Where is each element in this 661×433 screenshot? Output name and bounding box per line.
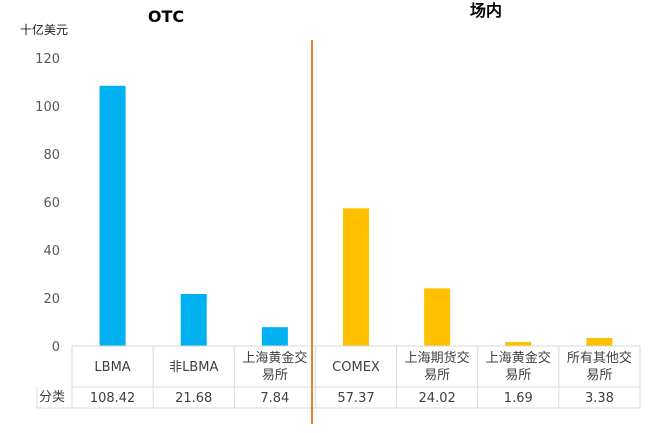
category-label: 上海黄金交 xyxy=(242,350,307,366)
category-label: 上海期货交 xyxy=(405,350,470,366)
value-label: 21.68 xyxy=(175,391,212,406)
value-label: 57.37 xyxy=(337,391,374,406)
bars xyxy=(99,85,613,347)
value-label: 7.84 xyxy=(260,391,289,406)
bar xyxy=(261,327,288,346)
exchange-group-title: 场内 xyxy=(470,1,502,20)
value-label: 24.02 xyxy=(419,391,456,406)
y-tick-label: 120 xyxy=(35,52,60,67)
y-tick-label: 20 xyxy=(43,292,60,307)
value-label: 108.42 xyxy=(90,391,136,406)
y-tick-label: 40 xyxy=(43,244,60,259)
otc-group-title: OTC xyxy=(148,7,184,26)
bar xyxy=(343,208,369,346)
category-label: COMEX xyxy=(332,360,380,375)
y-tick-label: 80 xyxy=(43,148,60,163)
category-label: 易所 xyxy=(262,368,288,383)
value-label: 1.69 xyxy=(504,391,533,406)
y-axis-ticks: 0 20 40 60 80 100 120 xyxy=(35,52,60,355)
bar xyxy=(586,337,613,346)
category-label: 上海黄金交 xyxy=(486,350,551,366)
y-tick-label: 100 xyxy=(35,100,60,115)
table-row-label: 分类 xyxy=(39,390,65,405)
value-label: 3.38 xyxy=(585,391,614,406)
bar xyxy=(424,288,451,346)
category-label: LBMA xyxy=(94,360,130,375)
category-label: 易所 xyxy=(424,368,450,383)
category-label: 易所 xyxy=(586,368,612,383)
bar xyxy=(180,293,207,346)
category-label: 所有其他交 xyxy=(567,350,632,366)
bar xyxy=(99,85,126,347)
category-label: 非LBMA xyxy=(169,360,218,375)
y-tick-label: 60 xyxy=(43,196,60,211)
y-axis-unit: 十亿美元 xyxy=(20,22,68,37)
category-label: 易所 xyxy=(505,368,531,383)
bar xyxy=(505,341,532,346)
y-tick-label: 0 xyxy=(52,340,60,355)
